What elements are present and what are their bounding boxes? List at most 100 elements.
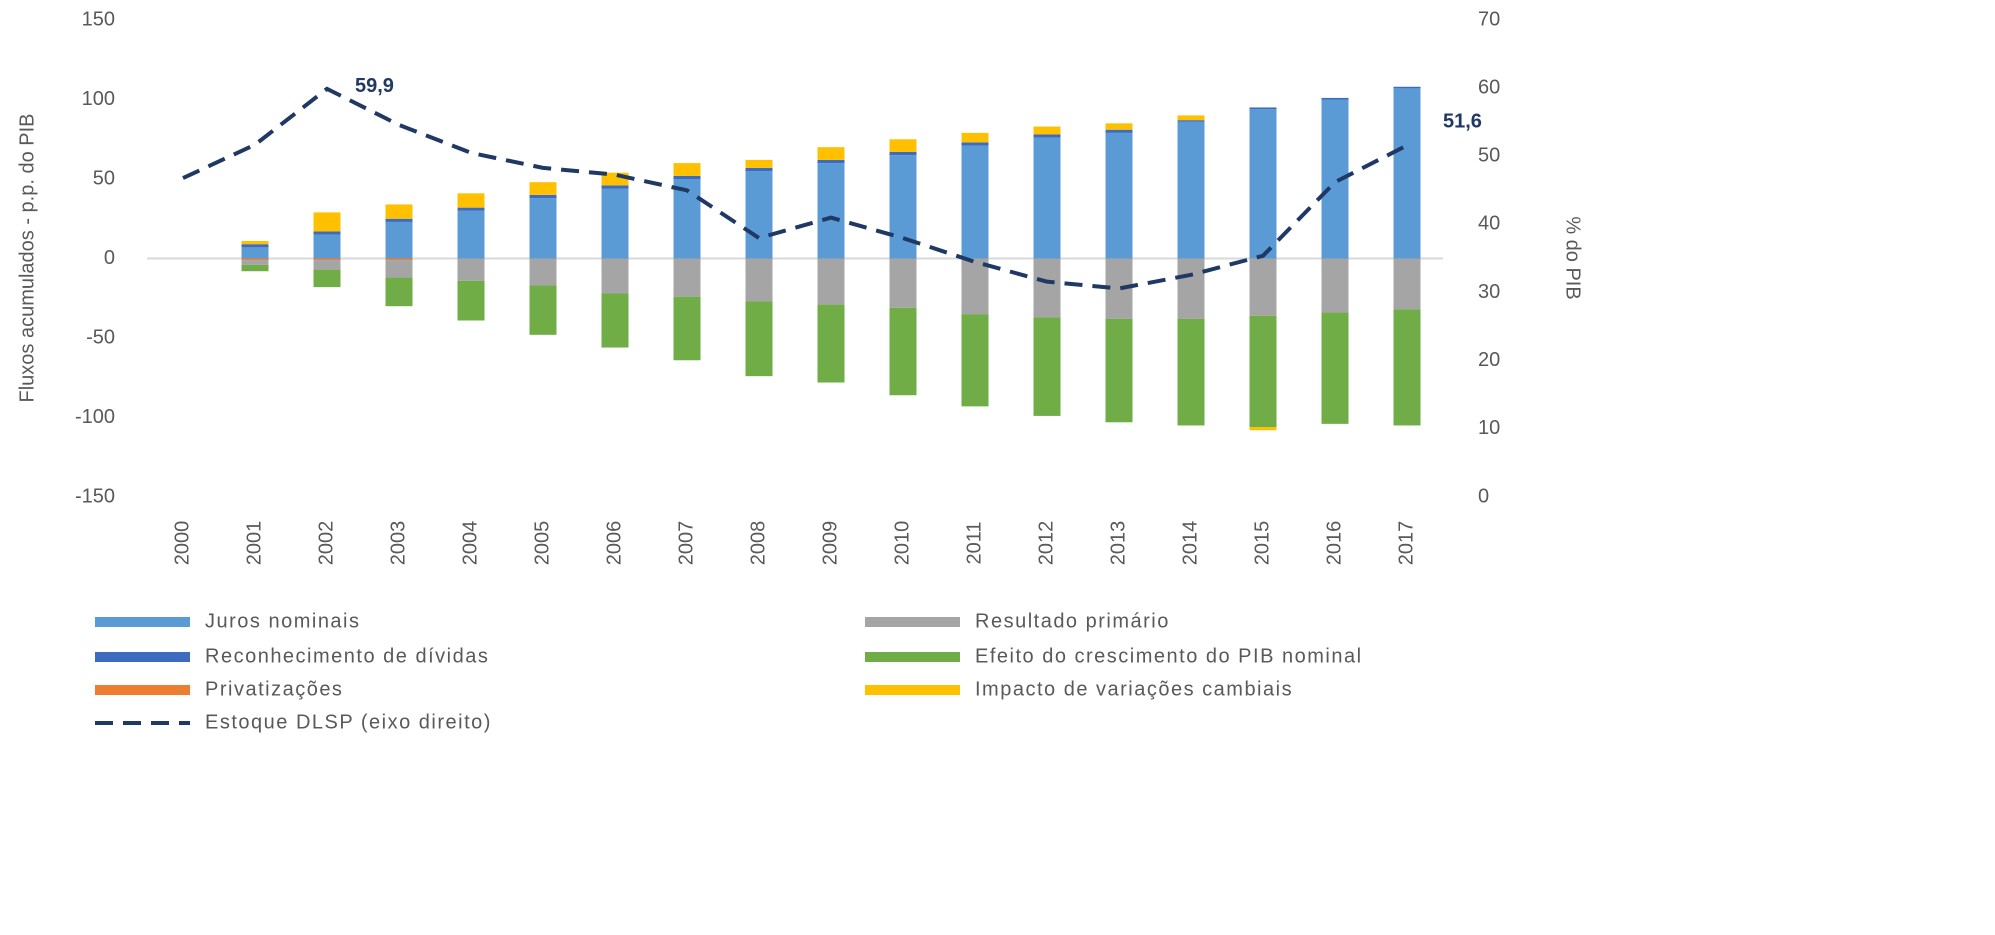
bar-segment (745, 167, 773, 172)
y2-tick-label: 50 (1478, 145, 1500, 167)
bar-segment (889, 258, 917, 308)
y-tick-label: 0 (104, 247, 115, 269)
x-tick-label: 2015 (1251, 521, 1273, 566)
bar-segment (385, 218, 413, 222)
y2-tick-label: 60 (1478, 76, 1500, 98)
bar-segment (529, 194, 557, 199)
bar-segment (889, 307, 917, 396)
bar-segment (961, 145, 989, 259)
bar-segment (457, 193, 485, 208)
legend-swatch (865, 685, 960, 695)
bar-segment (817, 159, 845, 164)
bar-segment (1033, 258, 1061, 318)
y2-tick-label: 30 (1478, 281, 1500, 303)
bar-segment (601, 258, 629, 294)
bar-segment (1033, 134, 1061, 138)
bar-segment (1393, 88, 1421, 259)
bar-segment (241, 244, 269, 248)
bar-segment (673, 258, 701, 297)
bar-segment (1249, 258, 1277, 316)
bar-segment (817, 147, 845, 160)
y-axis-label: Fluxos acumulados - p.p. do PIB (16, 113, 38, 402)
bar-segment (1177, 120, 1205, 122)
bar-segment (1105, 132, 1133, 259)
legend-label: Juros nominais (205, 610, 361, 632)
bar-segment (745, 171, 773, 259)
bar-segment (241, 258, 269, 261)
legend-swatch (865, 652, 960, 662)
x-tick-label: 2002 (315, 521, 337, 566)
bar-segment (1249, 109, 1277, 259)
bar-segment (457, 210, 485, 259)
x-tick-label: 2005 (531, 521, 553, 566)
bar-segment (313, 260, 341, 270)
bar-segment (745, 159, 773, 168)
bar-segment (1393, 258, 1421, 310)
bar-segment (1033, 317, 1061, 416)
legend-label: Impacto de variações cambiais (975, 678, 1293, 700)
bar-segment (745, 301, 773, 377)
legend-label: Efeito do crescimento do PIB nominal (975, 645, 1363, 667)
bar-segment (1393, 309, 1421, 426)
y-tick-label: 150 (82, 8, 115, 30)
x-tick-label: 2000 (171, 521, 193, 566)
bar-segment (1321, 258, 1349, 313)
x-tick-label: 2009 (819, 521, 841, 566)
bar-segment (889, 139, 917, 152)
bar-segment (457, 258, 485, 281)
bar-segment (1177, 121, 1205, 259)
x-tick-label: 2016 (1323, 521, 1345, 566)
bar-segment (313, 231, 341, 235)
data-label: 51,6 (1443, 111, 1482, 133)
y2-tick-label: 70 (1478, 8, 1500, 30)
bar-segment (601, 293, 629, 348)
bar-segment (961, 258, 989, 315)
bar-segment (457, 207, 485, 211)
bar-segment (961, 314, 989, 407)
x-tick-label: 2010 (891, 521, 913, 566)
x-tick-label: 2017 (1395, 521, 1417, 566)
bar-segment (1249, 315, 1277, 428)
bar-segment (961, 142, 989, 146)
y-tick-label: 100 (82, 88, 115, 110)
bar-segment (601, 185, 629, 189)
bar-segment (385, 204, 413, 219)
bar-segment (673, 175, 701, 179)
bar-segment (1177, 318, 1205, 426)
bar-segment (745, 258, 773, 302)
bar-segment (313, 258, 341, 261)
legend-swatch (95, 617, 190, 627)
bar-segment (673, 163, 701, 176)
bar-segment (385, 277, 413, 307)
y2-tick-label: 20 (1478, 349, 1500, 371)
bar-segment (313, 212, 341, 232)
bar-segment (1393, 86, 1421, 89)
y-tick-label: -150 (75, 485, 115, 507)
bar-segment (961, 132, 989, 143)
legend-label: Privatizações (205, 678, 343, 700)
y-tick-label: -100 (75, 406, 115, 428)
bar-segment (529, 198, 557, 259)
bar-segment (385, 221, 413, 259)
bar-segment (1321, 97, 1349, 100)
x-tick-label: 2003 (387, 521, 409, 566)
data-label: 59,9 (355, 75, 394, 97)
x-tick-label: 2007 (675, 521, 697, 566)
bar-segment (1321, 312, 1349, 424)
line-series (182, 86, 1408, 291)
x-tick-label: 2004 (459, 521, 481, 566)
bar-segment (313, 234, 341, 259)
x-tick-label: 2014 (1179, 521, 1201, 566)
bar-segment (1033, 137, 1061, 259)
y2-axis-label: % do PIB (1562, 216, 1584, 299)
bar-segment (529, 258, 557, 286)
x-tick-label: 2013 (1107, 521, 1129, 566)
bar-segment (457, 280, 485, 321)
bar-segment (385, 258, 413, 261)
y-tick-label: 50 (93, 167, 115, 189)
bar-segment (529, 285, 557, 335)
legend-label: Reconhecimento de dívidas (205, 645, 489, 667)
bar-segment (529, 182, 557, 195)
bar-segment (817, 163, 845, 259)
